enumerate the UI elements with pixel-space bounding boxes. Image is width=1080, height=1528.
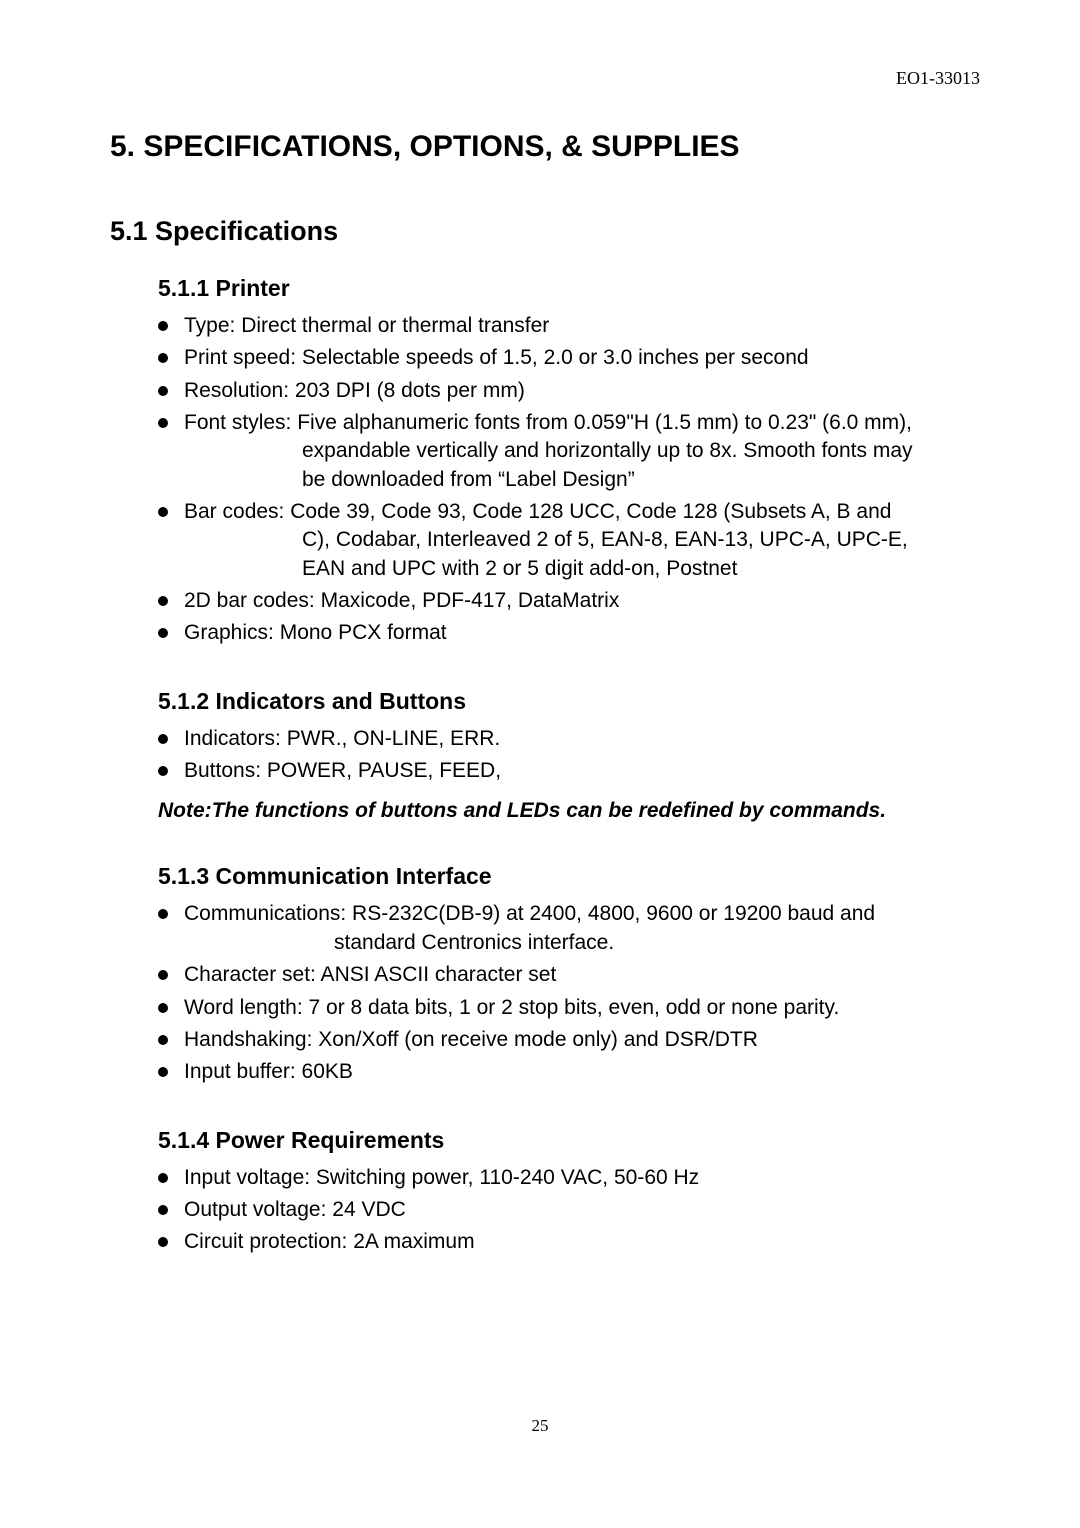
list-text: Handshaking: Xon/Xoff (on receive mode o… [184, 1028, 758, 1051]
list-text: Type: Direct thermal or thermal transfer [184, 314, 549, 337]
list-text-cont: EAN and UPC with 2 or 5 digit add-on, Po… [184, 555, 980, 583]
list-text-cont: standard Centronics interface. [184, 929, 980, 957]
document-id: EO1-33013 [896, 68, 980, 89]
list-text: Word length: 7 or 8 data bits, 1 or 2 st… [184, 996, 839, 1019]
list-item: Graphics: Mono PCX format [158, 619, 980, 647]
list-printer: Type: Direct thermal or thermal transfer… [158, 312, 980, 648]
document-page: EO1-33013 5. SPECIFICATIONS, OPTIONS, & … [0, 0, 1080, 1528]
list-item: Input voltage: Switching power, 110-240 … [158, 1164, 980, 1192]
list-text: Resolution: 203 DPI (8 dots per mm) [184, 379, 525, 402]
list-text: Graphics: Mono PCX format [184, 621, 447, 644]
list-text: Buttons: POWER, PAUSE, FEED, [184, 759, 501, 782]
list-text: Input buffer: 60KB [184, 1060, 353, 1083]
list-item: Bar codes: Code 39, Code 93, Code 128 UC… [158, 498, 980, 583]
list-text: Circuit protection: 2A maximum [184, 1230, 475, 1253]
list-text: 2D bar codes: Maxicode, PDF-417, DataMat… [184, 589, 619, 612]
list-text: Communications: RS-232C(DB-9) at 2400, 4… [184, 902, 875, 925]
list-item: Type: Direct thermal or thermal transfer [158, 312, 980, 340]
list-item: Communications: RS-232C(DB-9) at 2400, 4… [158, 900, 980, 957]
list-item: Font styles: Five alphanumeric fonts fro… [158, 409, 980, 494]
page-number: 25 [0, 1416, 1080, 1436]
list-text-cont: be downloaded from “Label Design” [184, 466, 980, 494]
list-item: Indicators: PWR., ON-LINE, ERR. [158, 725, 980, 753]
heading-5-1-3: 5.1.3 Communication Interface [158, 863, 980, 890]
list-item: 2D bar codes: Maxicode, PDF-417, DataMat… [158, 587, 980, 615]
list-item: Buttons: POWER, PAUSE, FEED, [158, 757, 980, 785]
list-text-cont: C), Codabar, Interleaved 2 of 5, EAN-8, … [184, 526, 980, 554]
list-item: Input buffer: 60KB [158, 1058, 980, 1086]
list-comm: Communications: RS-232C(DB-9) at 2400, 4… [158, 900, 980, 1086]
heading-5-1-1: 5.1.1 Printer [158, 275, 980, 302]
heading-chapter: 5. SPECIFICATIONS, OPTIONS, & SUPPLIES [110, 130, 980, 164]
list-item: Resolution: 203 DPI (8 dots per mm) [158, 377, 980, 405]
list-item: Output voltage: 24 VDC [158, 1196, 980, 1224]
list-text: Indicators: PWR., ON-LINE, ERR. [184, 727, 500, 750]
list-text-cont: expandable vertically and horizontally u… [184, 437, 980, 465]
list-power: Input voltage: Switching power, 110-240 … [158, 1164, 980, 1257]
list-item: Word length: 7 or 8 data bits, 1 or 2 st… [158, 994, 980, 1022]
list-text: Bar codes: Code 39, Code 93, Code 128 UC… [184, 500, 891, 523]
list-text: Character set: ANSI ASCII character set [184, 963, 556, 986]
heading-5-1-4: 5.1.4 Power Requirements [158, 1127, 980, 1154]
list-text: Input voltage: Switching power, 110-240 … [184, 1166, 699, 1189]
heading-5-1-2: 5.1.2 Indicators and Buttons [158, 688, 980, 715]
list-item: Circuit protection: 2A maximum [158, 1228, 980, 1256]
list-indicators: Indicators: PWR., ON-LINE, ERR. Buttons:… [158, 725, 980, 786]
list-text: Print speed: Selectable speeds of 1.5, 2… [184, 346, 809, 369]
list-item: Print speed: Selectable speeds of 1.5, 2… [158, 344, 980, 372]
list-item: Character set: ANSI ASCII character set [158, 961, 980, 989]
list-text: Output voltage: 24 VDC [184, 1198, 406, 1221]
heading-section: 5.1 Specifications [110, 216, 980, 247]
list-text: Font styles: Five alphanumeric fonts fro… [184, 411, 912, 434]
note-text: Note:The functions of buttons and LEDs c… [158, 799, 980, 823]
list-item: Handshaking: Xon/Xoff (on receive mode o… [158, 1026, 980, 1054]
